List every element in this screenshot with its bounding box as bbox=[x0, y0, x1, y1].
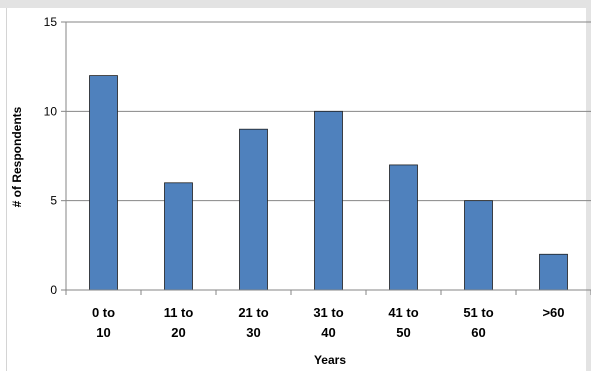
y-tick-label: 10 bbox=[44, 104, 58, 118]
x-tick-label: 31 to 40 bbox=[313, 305, 343, 340]
x-tick-label: 51 to 60 bbox=[463, 305, 493, 340]
x-tick-labels: 0 to 10 11 to 20 21 to 30 31 to 40 41 to 50 51 to 6… bbox=[92, 305, 565, 340]
window-left-border bbox=[0, 8, 7, 371]
y-axis-title: # of Respondents bbox=[10, 106, 24, 207]
bar bbox=[464, 200, 493, 291]
x-tick-label: 0 to 10 bbox=[92, 305, 115, 340]
bar bbox=[539, 253, 568, 291]
bar bbox=[389, 164, 418, 291]
y-tick-label: 15 bbox=[44, 15, 58, 29]
bar bbox=[164, 182, 193, 291]
window-right-border bbox=[586, 8, 591, 371]
x-tick-label: 41 to 50 bbox=[388, 305, 418, 340]
x-tick-label: 11 to 20 bbox=[164, 305, 194, 340]
window-top-border bbox=[0, 0, 591, 8]
bars bbox=[89, 75, 568, 291]
y-tick-label: 0 bbox=[50, 283, 57, 297]
bar bbox=[239, 128, 268, 291]
y-tick-label: 5 bbox=[50, 194, 57, 208]
bar bbox=[314, 110, 343, 291]
x-tick-label: 21 to 30 bbox=[238, 305, 268, 340]
x-tick-label: >60 bbox=[542, 305, 564, 320]
bar bbox=[89, 75, 118, 291]
axes bbox=[61, 21, 591, 295]
y-tick-labels: 0 5 10 15 bbox=[44, 15, 58, 297]
x-axis-title: Years bbox=[314, 353, 346, 367]
